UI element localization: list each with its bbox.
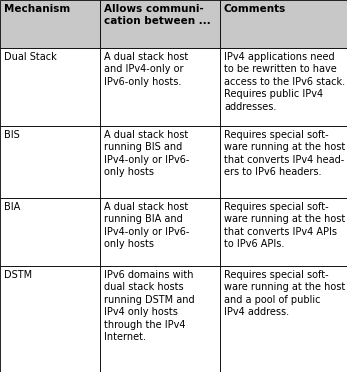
Bar: [220, 126, 347, 198]
Text: Allows communi-
cation between ...: Allows communi- cation between ...: [104, 4, 211, 26]
Bar: [0, 0, 100, 48]
Text: Dual Stack: Dual Stack: [4, 52, 57, 62]
Text: Requires special soft-
ware running at the host
and a pool of public
IPv4 addres: Requires special soft- ware running at t…: [224, 270, 345, 317]
Text: Requires special soft-
ware running at the host
that converts IPv4 APIs
to IPv6 : Requires special soft- ware running at t…: [224, 202, 345, 249]
Bar: [220, 266, 347, 372]
Text: IPv6 domains with
dual stack hosts
running DSTM and
IPv4 only hosts
through the : IPv6 domains with dual stack hosts runni…: [104, 270, 195, 342]
Text: BIA: BIA: [4, 202, 20, 212]
Bar: [0, 48, 100, 126]
Text: A dual stack host
and IPv4-only or
IPv6-only hosts.: A dual stack host and IPv4-only or IPv6-…: [104, 52, 188, 87]
Bar: [220, 48, 347, 126]
Text: Requires special soft-
ware running at the host
that converts IPv4 head-
ers to : Requires special soft- ware running at t…: [224, 130, 345, 177]
Bar: [220, 198, 347, 266]
Bar: [100, 126, 220, 198]
Bar: [0, 266, 100, 372]
Text: Comments: Comments: [224, 4, 286, 14]
Bar: [100, 0, 220, 48]
Bar: [220, 0, 347, 48]
Bar: [100, 48, 220, 126]
Bar: [100, 198, 220, 266]
Text: BIS: BIS: [4, 130, 20, 140]
Bar: [0, 126, 100, 198]
Text: Mechanism: Mechanism: [4, 4, 70, 14]
Bar: [100, 266, 220, 372]
Text: A dual stack host
running BIA and
IPv4-only or IPv6-
only hosts: A dual stack host running BIA and IPv4-o…: [104, 202, 189, 249]
Text: IPv4 applications need
to be rewritten to have
access to the IPv6 stack.
Require: IPv4 applications need to be rewritten t…: [224, 52, 345, 112]
Text: A dual stack host
running BIS and
IPv4-only or IPv6-
only hosts: A dual stack host running BIS and IPv4-o…: [104, 130, 189, 177]
Bar: [0, 198, 100, 266]
Text: DSTM: DSTM: [4, 270, 32, 280]
